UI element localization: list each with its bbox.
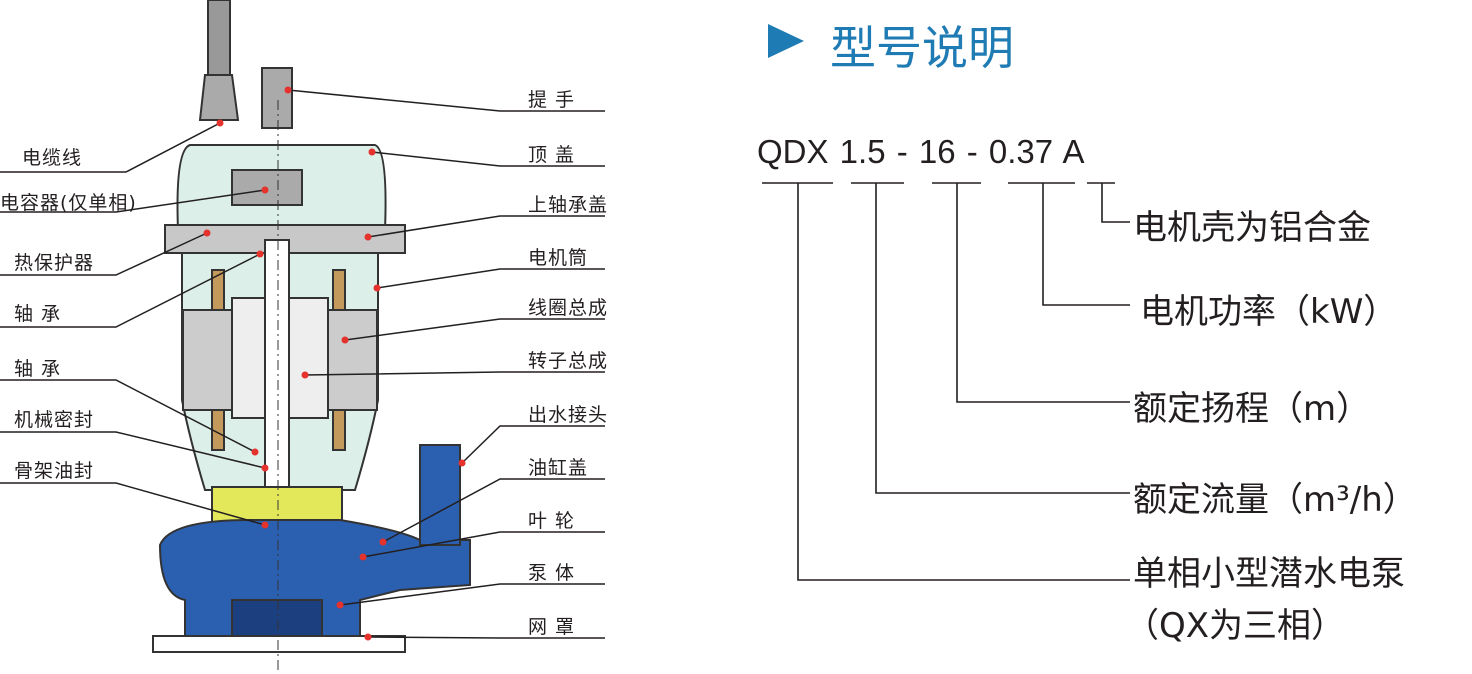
- leader-line: [0, 431, 266, 469]
- leader-line: [0, 122, 221, 173]
- part-label-right: 网 罩: [528, 616, 576, 638]
- leader-dot: [341, 336, 349, 344]
- leader-dot: [261, 186, 269, 194]
- model-bracket-lines: [762, 182, 1130, 581]
- part-label-right: 顶 盖: [528, 144, 576, 166]
- section-title: 型号说明: [830, 21, 1014, 75]
- part-label-left: 轴 承: [14, 303, 62, 325]
- leader-dot: [359, 553, 367, 561]
- leader-dot: [301, 371, 309, 379]
- part-label-right: 上轴承盖: [528, 194, 609, 216]
- model-part-head: 额定扬程（m）: [1133, 389, 1371, 429]
- part-label-right: 油缸盖: [528, 457, 589, 479]
- leader-dot: [368, 148, 376, 156]
- part-label-right: 线圈总成: [528, 297, 609, 319]
- leader-dot: [364, 633, 372, 641]
- leader-dot: [256, 250, 264, 258]
- model-part-power: 电机功率（kW）: [1140, 292, 1398, 332]
- model-part-flow: 额定流量（m³/h）: [1133, 480, 1417, 520]
- part-label-right: 出水接头: [528, 404, 609, 426]
- bracket-power: [1042, 183, 1130, 306]
- leader-line: [339, 583, 605, 606]
- model-code: QDX 1.5 - 16 - 0.37 A: [757, 133, 1085, 170]
- leader-line: [367, 636, 605, 639]
- part-label-left: 电缆线: [22, 147, 83, 169]
- leader-lines: [0, 89, 605, 639]
- leader-line: [382, 478, 605, 543]
- leader-line: [362, 531, 605, 558]
- part-label-right: 泵 体: [528, 562, 576, 584]
- part-label-left: 轴 承: [14, 358, 62, 380]
- part-label-right: 电机筒: [528, 247, 589, 269]
- leader-line: [0, 189, 266, 213]
- leader-line: [0, 232, 208, 276]
- part-label-left: 机械密封: [14, 409, 95, 431]
- leader-dot: [261, 521, 269, 529]
- part-label-left: 热保护器: [14, 252, 95, 274]
- leader-dot: [379, 538, 387, 546]
- leader-line: [371, 151, 605, 167]
- bracket-head: [956, 183, 1130, 403]
- leader-dot: [373, 284, 381, 292]
- leader-dot: [261, 464, 269, 472]
- leader-line: [344, 318, 605, 341]
- leader-line: [304, 371, 605, 376]
- model-part-type-note: （QX为三相）: [1125, 606, 1346, 646]
- model-part-housing: 电机壳为铝合金: [1133, 208, 1371, 248]
- leader-dot: [251, 448, 259, 456]
- leader-dots: [203, 86, 466, 641]
- part-label-left: 电容器(仅单相): [0, 192, 137, 214]
- part-label-right: 叶 轮: [528, 510, 576, 532]
- leader-dot: [458, 459, 466, 467]
- leader-line: [376, 268, 605, 289]
- model-part-type: 单相小型潜水电泵: [1133, 554, 1405, 594]
- leader-line: [0, 482, 266, 526]
- part-label-right: 提 手: [528, 89, 576, 111]
- play-triangle-icon: [768, 24, 804, 58]
- leader-dot: [203, 229, 211, 237]
- bracket-type: [797, 183, 1130, 581]
- leader-dot: [216, 119, 224, 127]
- bracket-flow: [875, 183, 1130, 494]
- leader-dot: [284, 86, 292, 94]
- leader-line: [0, 379, 256, 453]
- pump-cross-section: [152, 0, 471, 674]
- leader-line: [367, 215, 605, 238]
- leader-line: [287, 89, 605, 112]
- part-label-left: 骨架油封: [14, 460, 95, 482]
- leader-line: [0, 253, 261, 328]
- leader-line: [461, 425, 605, 464]
- bracket-housing: [1101, 183, 1130, 223]
- leader-dot: [336, 601, 344, 609]
- part-label-right: 转子总成: [528, 350, 609, 372]
- leader-dot: [364, 233, 372, 241]
